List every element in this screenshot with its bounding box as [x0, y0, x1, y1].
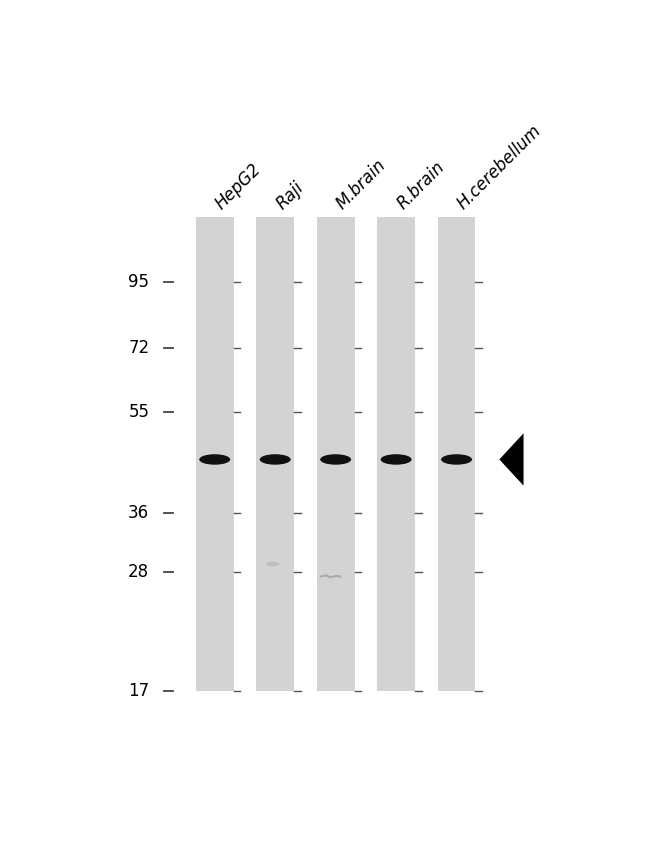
Ellipse shape — [320, 454, 351, 465]
Text: 72: 72 — [128, 338, 150, 357]
Text: H.cerebellum: H.cerebellum — [454, 122, 545, 213]
Ellipse shape — [441, 454, 472, 465]
Ellipse shape — [260, 454, 291, 465]
Text: 36: 36 — [128, 503, 150, 522]
Bar — [437, 217, 475, 691]
Polygon shape — [499, 434, 523, 485]
Bar — [377, 217, 415, 691]
Text: 55: 55 — [128, 403, 150, 421]
Text: 17: 17 — [128, 682, 150, 700]
Text: 95: 95 — [128, 273, 150, 291]
Bar — [196, 217, 233, 691]
Ellipse shape — [200, 454, 230, 465]
Text: R.brain: R.brain — [393, 158, 448, 213]
Text: HepG2: HepG2 — [212, 161, 265, 213]
Bar — [256, 217, 294, 691]
Text: Raji: Raji — [273, 178, 307, 213]
Ellipse shape — [381, 454, 411, 465]
Text: 28: 28 — [128, 564, 150, 581]
Text: M.brain: M.brain — [333, 156, 390, 213]
Bar — [317, 217, 354, 691]
Ellipse shape — [266, 562, 280, 566]
